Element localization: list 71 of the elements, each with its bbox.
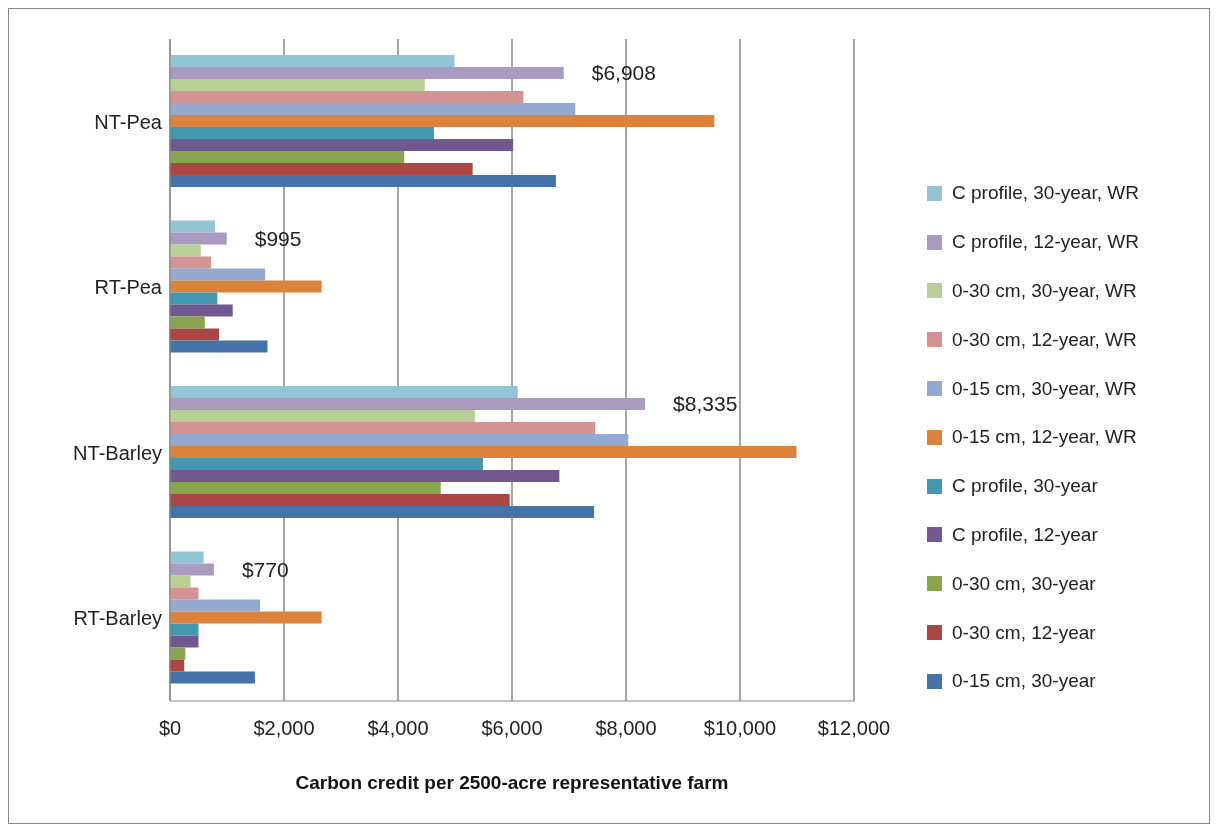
legend-label: 0-15 cm, 12-year, WR <box>952 426 1137 449</box>
bar <box>170 115 715 127</box>
bar <box>170 79 425 91</box>
y-tick-label: NT-Pea <box>94 110 163 133</box>
data-label: $8,335 <box>673 392 738 415</box>
bar <box>170 623 199 636</box>
legend-label: 0-30 cm, 30-year, WR <box>952 279 1137 302</box>
bar <box>170 244 201 257</box>
bar <box>170 599 261 612</box>
bar <box>170 91 524 103</box>
y-tick-label: RT-Barley <box>73 607 162 630</box>
bar <box>170 232 227 245</box>
data-label: $6,908 <box>591 61 656 84</box>
bar <box>170 470 560 482</box>
bar <box>170 446 797 458</box>
legend-label: 0-15 cm, 30-year, WR <box>952 377 1137 400</box>
bar <box>170 175 556 187</box>
y-tick-label: RT-Pea <box>94 276 163 299</box>
bar <box>170 304 233 317</box>
bar <box>170 316 205 329</box>
bar <box>170 587 199 600</box>
bar <box>170 151 405 163</box>
x-tick-label: $8,000 <box>595 717 657 740</box>
legend-label: 0-30 cm, 12-year <box>952 621 1096 644</box>
bar <box>170 292 218 305</box>
bar <box>170 67 564 79</box>
bar <box>170 256 212 269</box>
bar <box>170 220 216 233</box>
x-axis-title: Carbon credit per 2500-acre representative farm <box>295 772 729 793</box>
legend-label: 0-30 cm, 30-year <box>952 572 1096 595</box>
bar <box>170 268 266 281</box>
y-tick-label: NT-Barley <box>73 441 162 464</box>
legend-label: 0-15 cm, 30-year <box>952 670 1096 693</box>
bar <box>170 422 596 434</box>
x-tick-label: $4,000 <box>367 717 429 740</box>
bar <box>170 410 475 422</box>
x-tick-label: $0 <box>158 717 182 740</box>
bar <box>170 575 191 588</box>
x-tick-label: $6,000 <box>481 717 543 740</box>
bar <box>170 635 199 648</box>
data-label: $770 <box>241 557 289 581</box>
bar <box>170 458 483 470</box>
bar <box>170 163 473 175</box>
bar <box>170 398 646 410</box>
bar <box>170 55 455 67</box>
bar <box>170 551 204 564</box>
bar <box>170 647 186 660</box>
x-tick-label: $12,000 <box>817 717 891 740</box>
x-tick-label: $2,000 <box>253 717 315 740</box>
bar <box>170 139 514 151</box>
bar <box>170 659 185 672</box>
bar <box>170 611 322 624</box>
bar <box>170 127 434 139</box>
legend-label: 0-30 cm, 12-year, WR <box>952 328 1137 351</box>
bar <box>170 386 518 398</box>
bar <box>170 563 214 576</box>
bar <box>170 328 220 341</box>
data-label: $995 <box>254 226 302 250</box>
bar <box>170 506 595 518</box>
legend-label: C profile, 12-year <box>952 523 1098 546</box>
bar <box>170 434 629 446</box>
legend-label: C profile, 30-year, WR <box>952 182 1139 205</box>
bar <box>170 482 441 494</box>
bar <box>170 103 576 115</box>
bar <box>170 671 255 684</box>
bar <box>170 340 268 353</box>
bar <box>170 280 322 293</box>
x-tick-label: $10,000 <box>703 717 777 740</box>
legend-label: C profile, 12-year, WR <box>952 231 1139 254</box>
legend-label: C profile, 30-year <box>952 475 1098 498</box>
bar <box>170 494 510 506</box>
